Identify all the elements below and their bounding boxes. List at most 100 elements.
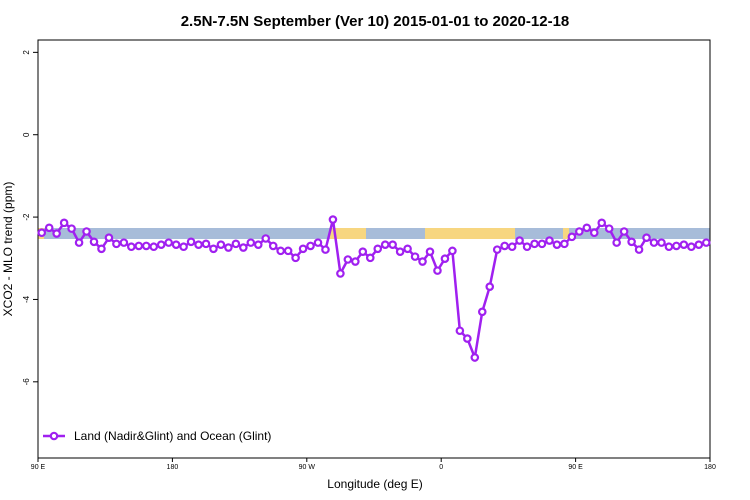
data-point: [59, 218, 69, 228]
data-point: [679, 240, 689, 249]
legend-item: Land (Nadir&Glint) and Ocean (Glint): [43, 429, 271, 443]
y-axis-label: XCO2 - MLO trend (ppm): [1, 182, 15, 317]
data-point: [597, 218, 607, 228]
data-point: [52, 229, 61, 238]
data-point: [537, 239, 547, 249]
data-point: [425, 247, 435, 256]
data-point: [373, 244, 383, 254]
x-tick-label: 0: [439, 464, 443, 471]
data-point: [306, 241, 315, 251]
data-point: [171, 240, 181, 249]
data-point: [37, 228, 47, 238]
data-point: [201, 239, 211, 249]
legend-label: Land (Nadir&Glint) and Ocean (Glint): [74, 429, 271, 443]
data-point: [224, 243, 233, 252]
data-point: [336, 269, 345, 278]
data-point: [89, 237, 99, 247]
data-point: [283, 246, 293, 256]
data-point: [127, 242, 136, 252]
data-point: [455, 326, 465, 336]
data-point: [612, 238, 621, 247]
data-point: [664, 242, 674, 252]
data-point: [627, 237, 636, 247]
y-tick-label: -6: [22, 378, 31, 386]
x-tick-label: 180: [167, 464, 179, 471]
data-point: [530, 239, 539, 249]
y-tick-label: -4: [22, 295, 31, 303]
data-point: [209, 244, 218, 254]
data-point: [507, 242, 517, 252]
data-point: [268, 241, 278, 251]
y-tick-label: 2: [22, 50, 31, 55]
x-tick-label: 90 E: [31, 464, 46, 471]
data-point: [589, 228, 599, 238]
data-point: [246, 238, 256, 247]
data-point: [403, 244, 412, 254]
data-point: [351, 257, 360, 266]
data-point: [395, 247, 405, 256]
data-point: [164, 238, 173, 247]
data-point: [74, 238, 84, 247]
legend-marker: [49, 431, 59, 441]
series-line: [41, 219, 707, 363]
data-point: [649, 238, 659, 247]
x-tick-label: 90 E: [568, 464, 583, 471]
data-point: [365, 253, 375, 263]
land-band: [563, 228, 569, 239]
data-point: [575, 227, 584, 236]
data-point: [604, 224, 614, 233]
land-band: [425, 228, 515, 239]
data-point: [657, 238, 666, 247]
data-point: [687, 242, 696, 252]
y-tick-label: 0: [22, 132, 31, 137]
data-point: [582, 223, 592, 233]
data-point: [477, 307, 487, 317]
data-point: [112, 239, 121, 249]
data-point: [239, 243, 248, 252]
data-point: [321, 245, 330, 254]
data-point: [701, 238, 711, 247]
data-point: [440, 254, 450, 263]
data-point: [619, 227, 629, 236]
x-tick-label: 180: [704, 464, 716, 471]
data-point: [119, 238, 129, 247]
data-point: [522, 242, 532, 252]
data-point: [276, 246, 285, 256]
data-point: [261, 234, 271, 243]
data-point: [567, 232, 577, 242]
data-point: [672, 241, 681, 251]
data-point: [560, 239, 569, 249]
data-point: [388, 240, 397, 249]
data-point: [104, 233, 114, 242]
plot-frame: [37, 39, 711, 459]
data-point: [545, 236, 554, 245]
data-point: [500, 241, 509, 251]
data-point: [186, 237, 196, 247]
data-point: [410, 252, 420, 261]
data-point: [492, 245, 502, 254]
data-point: [343, 255, 353, 264]
data-point: [179, 242, 188, 252]
data-point: [485, 282, 495, 291]
data-point: [358, 247, 368, 256]
data-point: [470, 353, 480, 362]
data-point: [463, 334, 472, 343]
x-axis-label: Longitude (deg E): [327, 477, 422, 491]
data-point: [418, 257, 427, 266]
data-point: [433, 266, 442, 275]
data-point: [216, 240, 226, 249]
data-point: [642, 233, 651, 242]
data-point: [141, 241, 151, 251]
data-point: [313, 238, 323, 247]
data-point: [380, 240, 390, 249]
x-tick-label: 90 W: [299, 464, 316, 471]
chart-title: 2.5N-7.5N September (Ver 10) 2015-01-01 …: [181, 13, 570, 30]
y-tick-label: -2: [22, 213, 31, 221]
data-point: [298, 244, 308, 254]
data-point: [82, 227, 91, 236]
data-point: [552, 240, 562, 249]
land-band: [330, 228, 366, 239]
data-point: [67, 224, 76, 233]
data-point: [194, 240, 203, 249]
data-point: [253, 240, 263, 249]
